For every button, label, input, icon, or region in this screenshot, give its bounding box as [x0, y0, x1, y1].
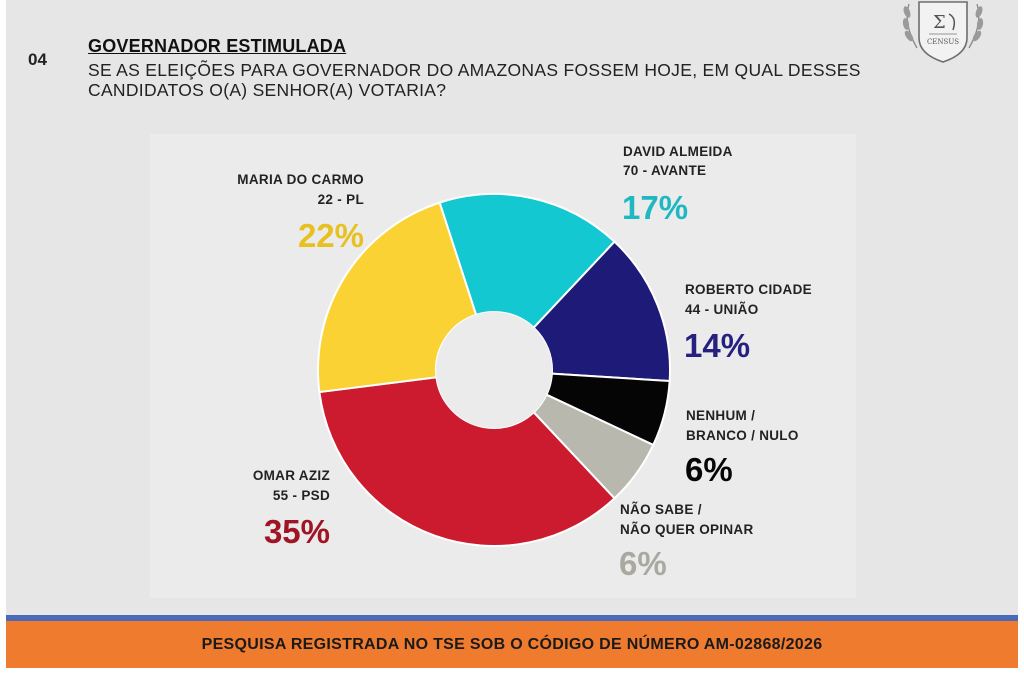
slide-title: GOVERNADOR ESTIMULADA	[88, 36, 347, 56]
slice-percent-label: 17%	[622, 189, 689, 226]
slide-number: 04	[28, 50, 47, 69]
donut-hole	[436, 312, 552, 428]
survey-question: SE AS ELEIÇÕES PARA GOVERNADOR DO AMAZON…	[88, 60, 861, 100]
slice-percent-label: 14%	[684, 327, 751, 364]
slice-label-name: DAVID ALMEIDA	[623, 144, 733, 159]
slice-label-sub: NÃO QUER OPINAR	[620, 522, 754, 537]
slice-label-name: NENHUM /	[686, 408, 756, 423]
footer-text: PESQUISA REGISTRADA NO TSE SOB O CÓDIGO …	[201, 635, 823, 653]
slice-label-sub: BRANCO / NULO	[686, 428, 799, 443]
footer-stripe	[6, 615, 1018, 621]
slice-percent-label: 22%	[297, 217, 364, 254]
census-seal-icon: Σ CENSUS	[895, 0, 991, 66]
slice-label-sub: 55 - PSD	[272, 488, 330, 503]
slice-percent-label: 35%	[263, 513, 330, 550]
slice-label-name: OMAR AZIZ	[252, 468, 330, 483]
slice-label-sub: 44 - UNIÃO	[685, 302, 759, 317]
slice-percent-label: 6%	[619, 545, 667, 582]
svg-text:CENSUS: CENSUS	[927, 38, 959, 46]
chart-panel: DAVID ALMEIDA 70 - AVANTE 17% ROBERTO CI…	[150, 134, 856, 598]
slice-label-name: MARIA DO CARMO	[237, 172, 364, 187]
slice-label-sub: 22 - PL	[317, 192, 364, 207]
slice-label-sub: 70 - AVANTE	[623, 163, 707, 178]
donut-chart	[317, 193, 671, 547]
slice-label-name: NÃO SABE /	[620, 502, 702, 517]
pie-slice	[317, 201, 478, 394]
pie-slice	[532, 240, 671, 383]
footer-bar: PESQUISA REGISTRADA NO TSE SOB O CÓDIGO …	[6, 621, 1018, 668]
slice-label-name: ROBERTO CIDADE	[685, 282, 812, 297]
slice-percent-label: 6%	[685, 451, 733, 488]
svg-text:Σ: Σ	[933, 12, 946, 33]
